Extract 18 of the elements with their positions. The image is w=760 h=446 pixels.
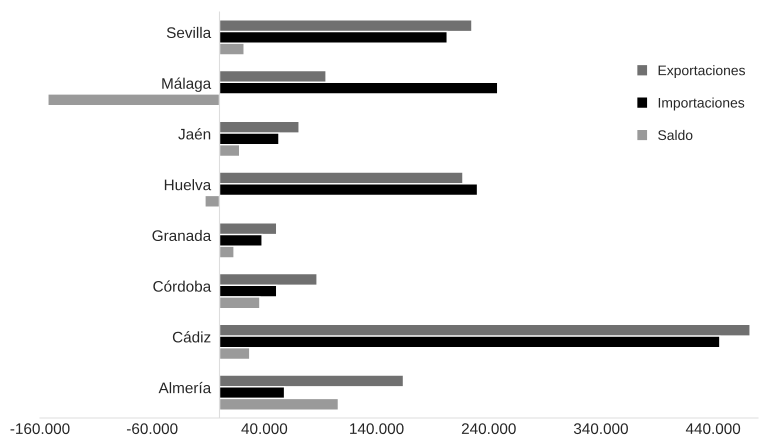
- x-tick-label: 440.000: [686, 423, 740, 434]
- y-tick-label: Granada: [152, 230, 212, 242]
- x-tick-label: -60.000: [126, 423, 178, 434]
- legend-label: Exportaciones: [658, 65, 746, 78]
- x-tick-label: 140.000: [350, 423, 404, 434]
- x-tick-label: 40.000: [241, 423, 288, 434]
- y-tick-label: Sevilla: [166, 26, 212, 38]
- x-tick-label: -160.000: [10, 423, 70, 434]
- legend-label: Saldo: [658, 130, 692, 140]
- y-tick-label: Almería: [158, 382, 212, 394]
- y-tick-label: Huelva: [164, 179, 212, 190]
- y-tick-label: Cádiz: [172, 331, 210, 343]
- x-tick-label: 340.000: [574, 423, 628, 434]
- y-tick-label: Málaga: [162, 78, 212, 92]
- legend-label: Importaciones: [658, 97, 744, 110]
- x-tick-label: 240.000: [462, 423, 516, 434]
- y-tick-label: Córdoba: [153, 280, 212, 292]
- y-tick-label: Jaén: [178, 128, 210, 140]
